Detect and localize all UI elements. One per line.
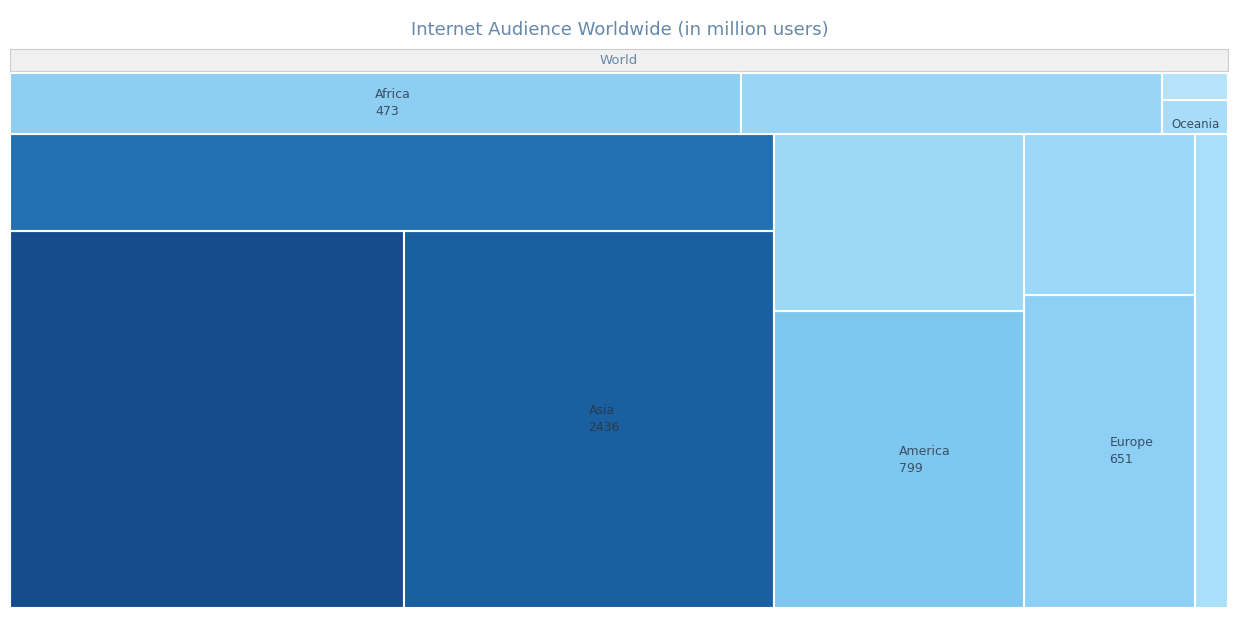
Text: America
799: America 799 [899,445,951,475]
Text: Internet Audience Worldwide (in million users): Internet Audience Worldwide (in million … [412,21,828,39]
Bar [10,49,1228,71]
Text: Asia
2436: Asia 2436 [589,404,620,434]
Bar [1162,100,1228,134]
Text: Europe
651: Europe 651 [1110,436,1153,467]
Text: World: World [600,54,639,67]
Text: Oceania: Oceania [1171,118,1219,132]
Bar [1024,134,1195,295]
Bar [1024,295,1195,608]
Bar [10,134,774,231]
Bar [740,73,1162,134]
Bar [10,73,740,134]
Bar [10,231,403,608]
Bar [774,134,1024,311]
Bar [1162,73,1228,100]
Text: Africa
473: Africa 473 [376,88,412,119]
Bar [774,311,1024,608]
Bar [1195,134,1228,608]
Bar [403,231,774,608]
